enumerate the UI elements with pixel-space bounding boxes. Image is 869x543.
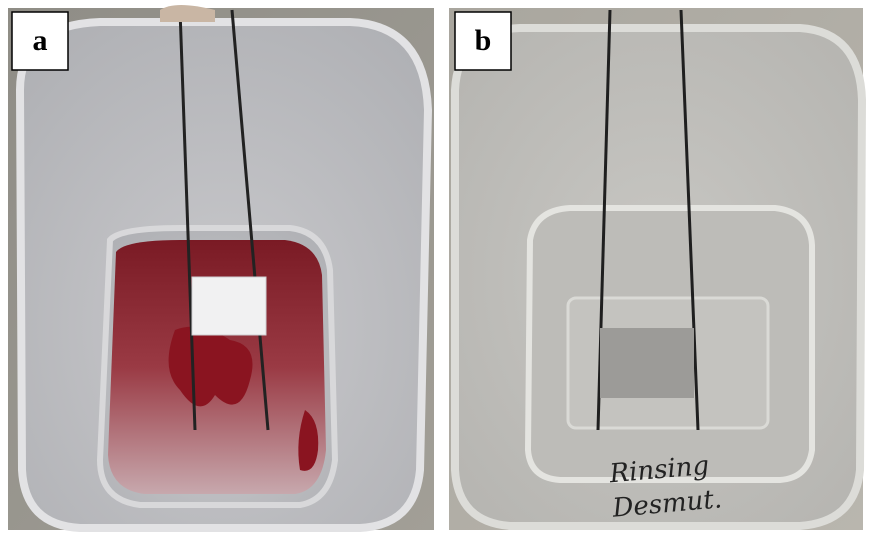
hand [160,5,215,22]
sample-plate [192,277,266,335]
panel-b: Rinsing Desmut. b [449,8,863,530]
sample-plate [600,328,694,398]
panel-a: a [8,5,434,530]
panel-label: a [33,24,48,57]
figure: a Rinsing Desmut. b [0,0,869,538]
page: a Rinsing Desmut. b (() => { const data … [0,0,869,538]
panel-label: b [475,24,492,57]
